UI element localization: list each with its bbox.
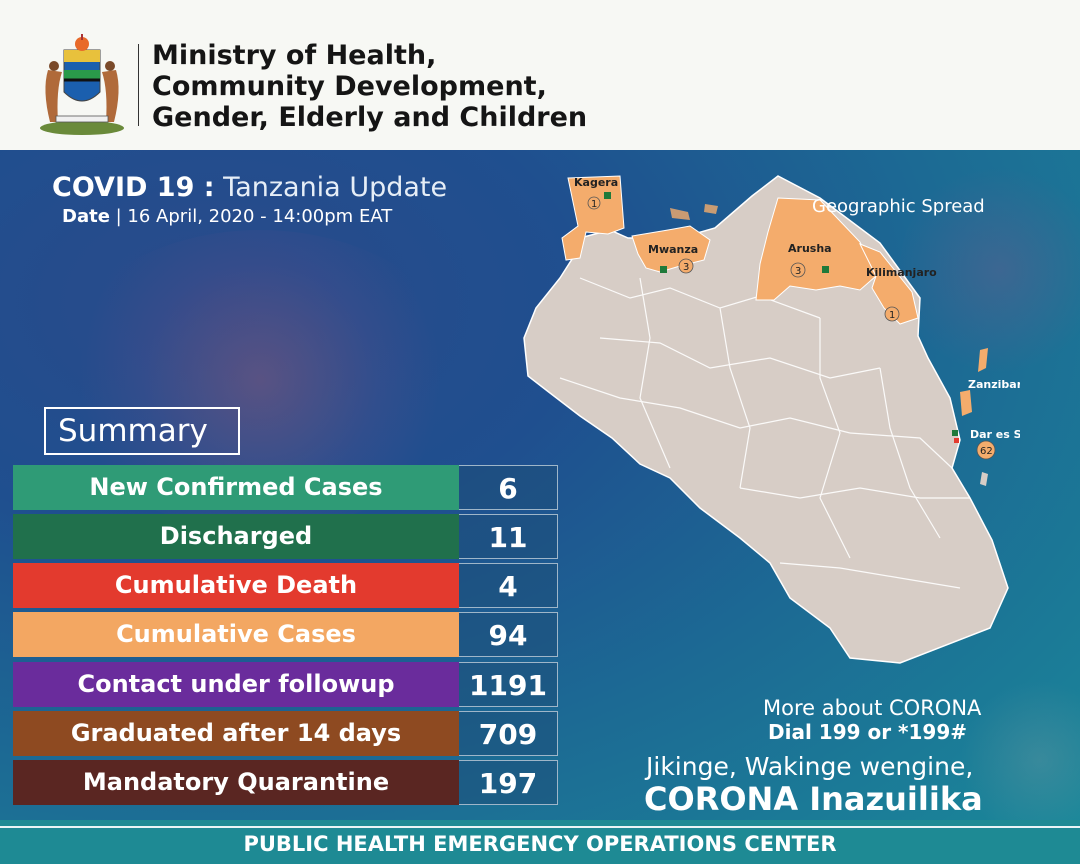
ministry-line: Ministry of Health,: [152, 40, 437, 71]
region-kilimanjaro-shape: [858, 243, 919, 325]
footer-divider: [0, 826, 1080, 828]
summary-row: Contact under followup 1191: [13, 662, 558, 707]
region-arusha-shape: [755, 197, 877, 301]
virus-background-graphic: [900, 160, 1080, 380]
tanzania-map: Kagera 1 Mwanza 3 Arusha 3 Kilimanjaro 1…: [523, 175, 1020, 664]
summary-row: Graduated after 14 days 709: [13, 711, 558, 756]
more-info-text: More about CORONA: [763, 696, 982, 720]
island-mafia: [980, 472, 988, 486]
region-count: 1: [889, 310, 895, 321]
summary-row-value: 11: [459, 514, 558, 559]
virus-background-graphic: [960, 680, 1080, 840]
island-pemba: [978, 348, 988, 372]
update-date: Date | 16 April, 2020 - 14:00pm EAT: [62, 206, 392, 227]
summary-row-label: Cumulative Cases: [13, 612, 459, 657]
region-name: Kagera: [574, 176, 618, 189]
summary-row: Discharged 11: [13, 514, 558, 559]
island-unguja: [960, 390, 972, 416]
title-bold: COVID 19 :: [52, 172, 215, 203]
header-bar: Ministry of Health, Community Developmen…: [0, 0, 1080, 150]
summary-row-label: Contact under followup: [13, 662, 459, 707]
summary-row: Cumulative Death 4: [13, 563, 558, 608]
slogan-text: Jikinge, Wakinge wengine,: [646, 752, 974, 781]
summary-row: Cumulative Cases 94: [13, 612, 558, 657]
footer-text: PUBLIC HEALTH EMERGENCY OPERATIONS CENTE…: [243, 832, 837, 856]
summary-row-label: Cumulative Death: [13, 563, 459, 608]
summary-row: Mandatory Quarantine 197: [13, 760, 558, 805]
summary-row-label: Discharged: [13, 514, 459, 559]
region-count: 62: [980, 446, 993, 457]
ministry-line: Gender, Elderly and Children: [152, 102, 588, 133]
region-name: Arusha: [788, 242, 832, 255]
ministry-line: Community Development,: [152, 71, 547, 102]
header-divider: [138, 44, 139, 126]
summary-row-value: 197: [459, 760, 558, 805]
region-name: Mwanza: [648, 243, 698, 256]
region-name: Zanzibar: [968, 378, 1020, 391]
summary-row-label: Graduated after 14 days: [13, 711, 459, 756]
footer-bar: PUBLIC HEALTH EMERGENCY OPERATIONS CENTE…: [0, 820, 1080, 864]
summary-row-value: 4: [459, 563, 558, 608]
date-value: | 16 April, 2020 - 14:00pm EAT: [115, 206, 393, 227]
summary-row-value: 94: [459, 612, 558, 657]
region-count: 3: [683, 262, 689, 273]
date-label: Date: [62, 206, 110, 227]
summary-row: New Confirmed Cases 6: [13, 465, 558, 510]
region-count: 1: [591, 199, 597, 210]
hotline-text: Dial 199 or *199#: [768, 720, 968, 744]
ministry-name: Ministry of Health, Community Developmen…: [152, 40, 587, 133]
summary-row-label: New Confirmed Cases: [13, 465, 459, 510]
coat-of-arms-icon: [40, 34, 124, 135]
update-title: COVID 19 : Tanzania Update: [52, 172, 447, 203]
region-name: Kilimanjaro: [866, 266, 937, 279]
region-name: Dar es Salaam: [970, 428, 1020, 441]
map-title: Geographic Spread: [812, 196, 985, 217]
slogan-bold-text: CORONA Inazuilika: [644, 780, 983, 818]
title-light: Tanzania Update: [223, 172, 448, 203]
summary-row-value: 6: [459, 465, 558, 510]
region-count: 3: [795, 266, 801, 277]
summary-row-value: 1191: [459, 662, 558, 707]
summary-heading: Summary: [44, 407, 240, 455]
summary-row-label: Mandatory Quarantine: [13, 760, 459, 805]
summary-row-value: 709: [459, 711, 558, 756]
